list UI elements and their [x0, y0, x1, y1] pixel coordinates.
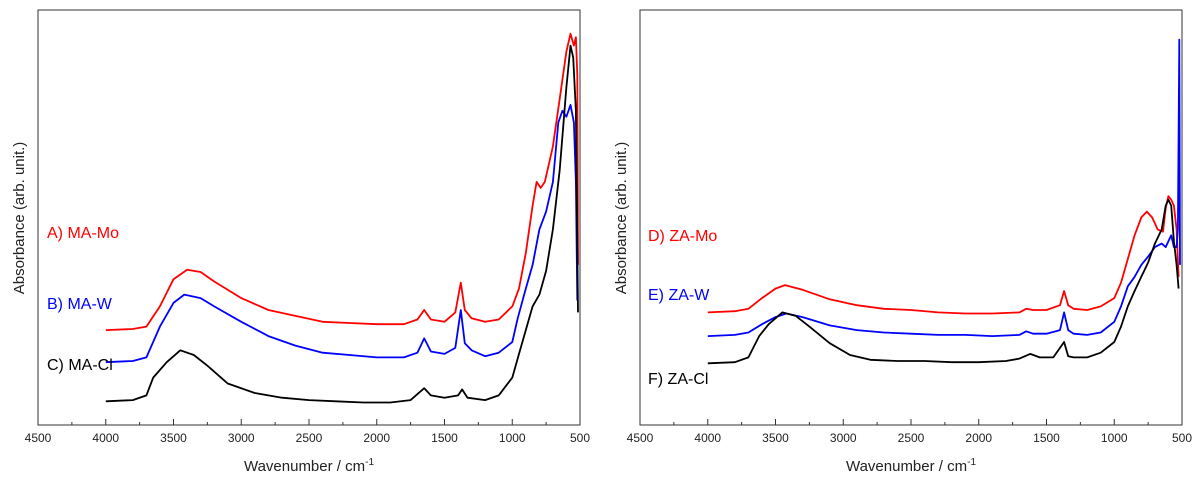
left-series-line-2 [105, 44, 579, 404]
right-panel: 4500 4000 3500 3000 2500 2000 1500 1000 500 Wave… [613, 9, 1192, 475]
right-x-tick-label: 3500 [762, 431, 789, 445]
right-x-tick-label: 1500 [1033, 431, 1060, 445]
right-x-tick-label: 2000 [965, 431, 992, 445]
left-series-label-b: B) MA-W [47, 296, 113, 313]
left-x-tick-label: 3000 [228, 431, 255, 445]
right-series-label-e: E) ZA-W [648, 287, 710, 304]
right-series-line-1 [707, 38, 1181, 337]
right-x-ticks: 4500 4000 3500 3000 2500 2000 1500 1000 500 [627, 419, 1192, 445]
right-y-axis-label: Absorbance (arb. unit.) [613, 142, 630, 295]
right-x-tick-label: 2500 [898, 431, 925, 445]
left-panel: 4500 4000 3500 3000 2500 2000 1500 1000 500 Wave… [11, 9, 590, 475]
left-series-line-0 [105, 32, 579, 331]
left-x-tick-label: 4000 [92, 431, 119, 445]
left-x-tick-label: 1000 [499, 431, 526, 445]
left-x-ticks: 4500 4000 3500 3000 2500 2000 1500 1000 500 [25, 419, 590, 445]
right-x-tick-label: 3000 [830, 431, 857, 445]
left-series-label-a: A) MA-Mo [47, 225, 119, 242]
left-y-axis-label: Absorbance (arb. unit.) [11, 142, 28, 295]
left-x-axis-label: Wavenumber / cm-1 [244, 457, 374, 475]
left-x-tick-label: 500 [570, 431, 590, 445]
right-series-line-0 [707, 195, 1180, 315]
left-x-tick-label: 1500 [431, 431, 458, 445]
left-plot-frame [37, 9, 581, 426]
right-series-label-f: F) ZA-Cl [648, 371, 708, 388]
left-series-label-c: C) MA-Cl [47, 357, 113, 374]
right-x-tick-label: 500 [1172, 431, 1192, 445]
right-x-axis-label: Wavenumber / cm-1 [846, 457, 976, 475]
right-series-line-2 [707, 198, 1180, 365]
left-x-tick-label: 2000 [363, 431, 390, 445]
right-x-tick-label: 4500 [627, 431, 654, 445]
right-x-tick-label: 4000 [694, 431, 721, 445]
left-x-tick-label: 2500 [296, 431, 323, 445]
right-series [707, 38, 1181, 365]
left-x-tick-label: 4500 [25, 431, 52, 445]
right-series-label-d: D) ZA-Mo [648, 228, 717, 245]
right-x-tick-label: 1000 [1101, 431, 1128, 445]
left-x-tick-label: 3500 [160, 431, 187, 445]
left-series [105, 32, 579, 404]
left-series-line-1 [105, 104, 579, 364]
